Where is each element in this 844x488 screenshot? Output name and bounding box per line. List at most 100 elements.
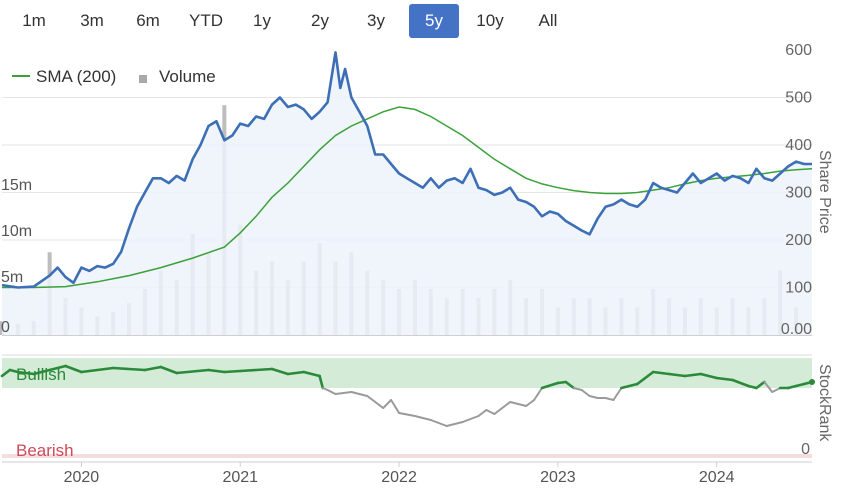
bearish-label: Bearish [16, 441, 74, 460]
x-tick-label: 2020 [64, 469, 100, 486]
price-tick-label: 400 [785, 137, 812, 154]
stockrank-segment [525, 399, 536, 407]
price-axis-title: Share Price [816, 150, 833, 234]
stockrank-segment [390, 399, 401, 414]
stockrank-segment [794, 382, 806, 388]
stockrank-segment [786, 384, 798, 390]
range-selector: 1m 3m 6m YTD 1y 2y 3y 5y 10y All [0, 4, 600, 38]
stockrank-segment [667, 372, 687, 378]
stockrank-segment [493, 401, 512, 415]
stockrank-segment [398, 412, 416, 417]
stockrank-segment [143, 365, 163, 372]
stockrank-segment [270, 367, 290, 376]
volume-tick-label: 0 [1, 319, 10, 336]
stockrank-segment [302, 370, 321, 378]
stockrank-segment [429, 419, 448, 427]
legend-volume-swatch [139, 75, 147, 83]
price-axis-ticks: 600 500 400 300 200 100 0.00 [781, 42, 812, 338]
price-tick-label: 100 [785, 280, 812, 297]
stockrank-segment [731, 378, 750, 388]
stockrank-segment [572, 387, 583, 391]
range-button-6m[interactable]: 6m [136, 11, 160, 30]
range-button-ytd[interactable]: YTD [189, 11, 223, 30]
stockrank-last-point [809, 379, 815, 385]
stockrank-segment [715, 376, 734, 382]
stockrank-segment [683, 372, 703, 378]
price-tick-label: 0.00 [781, 321, 812, 338]
stockrank-segment [159, 365, 178, 375]
stockrank-segment [238, 367, 274, 373]
range-button-3m[interactable]: 3m [80, 11, 104, 30]
stockrank-segment [509, 401, 528, 407]
x-tick-label: 2023 [540, 469, 576, 486]
stockrank-axis-title: StockRank [816, 364, 833, 442]
stockrank-segment [8, 368, 20, 374]
stockrank-segment [445, 421, 464, 427]
stockrank-segment [334, 391, 353, 395]
legend-sma-label: SMA (200) [36, 67, 116, 86]
volume-tick-label: 10m [1, 223, 32, 240]
stockrank-segment [326, 389, 337, 395]
legend: SMA (200) Volume [12, 67, 216, 86]
stockrank-tick-label: 0 [801, 441, 810, 458]
volume-tick-label: 15m [1, 177, 32, 194]
sma-200-line [2, 106, 813, 289]
stockrank-segment [477, 409, 488, 417]
stockrank-segment [461, 415, 480, 423]
stockrank-segment [48, 364, 67, 372]
stockrank-segment [588, 395, 599, 399]
stockrank-segment [771, 387, 782, 393]
bullish-zone [2, 358, 812, 388]
range-button-1y[interactable]: 1y [253, 11, 271, 30]
stockrank-segment [223, 369, 242, 374]
stockrank-segment [16, 370, 36, 376]
stockrank-segment [366, 395, 385, 409]
stockrank-segment [350, 391, 369, 397]
range-button-2y[interactable]: 2y [311, 11, 329, 30]
stockrank-segment [111, 366, 147, 372]
stockrank-segment [533, 387, 543, 401]
x-tick-label: 2021 [222, 469, 258, 486]
price-tick-label: 600 [785, 42, 812, 59]
stockrank-segment [699, 372, 719, 380]
range-button-all[interactable]: All [538, 11, 558, 30]
stockrank-segment [175, 368, 210, 375]
stockrank-segment [747, 384, 758, 390]
stockrank-segment [286, 370, 306, 376]
stockrank-line [0, 364, 815, 427]
range-button-5y[interactable]: 5y [409, 4, 459, 38]
stockrank-segment [80, 366, 115, 374]
stockrank-segment [755, 380, 766, 390]
stockrank-segment [556, 380, 568, 385]
stockrank-segment [580, 389, 591, 397]
range-button-1m[interactable]: 1m [22, 11, 46, 30]
stockrank-segment [604, 397, 615, 401]
stockrank-segment [564, 380, 576, 390]
volume-tick-label: 5m [1, 269, 23, 286]
range-button-3y[interactable]: 3y [367, 11, 385, 30]
stockrank-segment [64, 364, 83, 374]
x-tick-label: 2024 [699, 469, 735, 486]
price-tick-label: 300 [785, 185, 812, 202]
bearish-zone [2, 454, 812, 458]
stockrank-segment [207, 368, 226, 374]
price-tick-label: 500 [785, 90, 812, 107]
stockrank-segment [540, 381, 560, 390]
price-tick-label: 200 [785, 232, 812, 249]
stockrank-segment [763, 381, 774, 393]
stockrank-segment [413, 415, 432, 421]
volume-axis-ticks: 15m 10m 5m 0 [1, 177, 32, 336]
stockrank-segment [382, 399, 393, 409]
stockrank-segment [620, 382, 639, 390]
share-price-line [1, 51, 812, 289]
x-axis: 2020 2021 2022 2023 2024 [2, 461, 812, 486]
stockrank-segment [0, 368, 12, 378]
stockrank-segment [32, 368, 51, 376]
stockrank-segment [635, 370, 655, 386]
x-tick-label: 2022 [381, 469, 417, 486]
legend-volume-label: Volume [159, 67, 216, 86]
stockrank-segment [651, 370, 671, 376]
range-button-10y[interactable]: 10y [476, 11, 504, 30]
